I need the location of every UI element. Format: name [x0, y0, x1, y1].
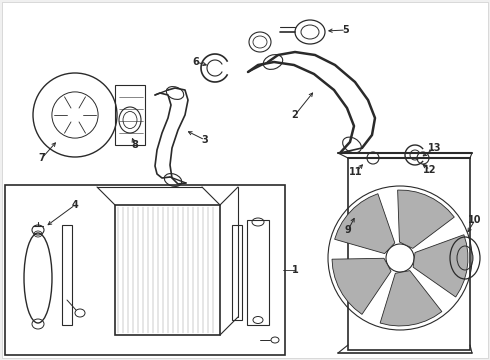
Bar	[62, 225, 72, 325]
Text: 7: 7	[39, 153, 46, 163]
Text: 9: 9	[344, 225, 351, 235]
Bar	[247, 220, 269, 325]
Text: 3: 3	[201, 135, 208, 145]
Text: 5: 5	[343, 25, 349, 35]
Polygon shape	[335, 194, 395, 253]
Polygon shape	[380, 271, 442, 326]
Bar	[348, 158, 470, 350]
Bar	[115, 205, 220, 335]
Text: 1: 1	[292, 265, 298, 275]
Text: 12: 12	[423, 165, 437, 175]
Bar	[232, 225, 242, 320]
Bar	[5, 185, 285, 355]
Text: 2: 2	[292, 110, 298, 120]
Text: 10: 10	[468, 215, 482, 225]
Bar	[115, 85, 145, 145]
Polygon shape	[413, 235, 468, 297]
Text: 6: 6	[193, 57, 199, 67]
Text: 11: 11	[349, 167, 363, 177]
Polygon shape	[332, 258, 391, 314]
Text: 13: 13	[428, 143, 442, 153]
Text: 8: 8	[131, 140, 139, 150]
Text: 4: 4	[72, 200, 78, 210]
Polygon shape	[397, 190, 454, 248]
